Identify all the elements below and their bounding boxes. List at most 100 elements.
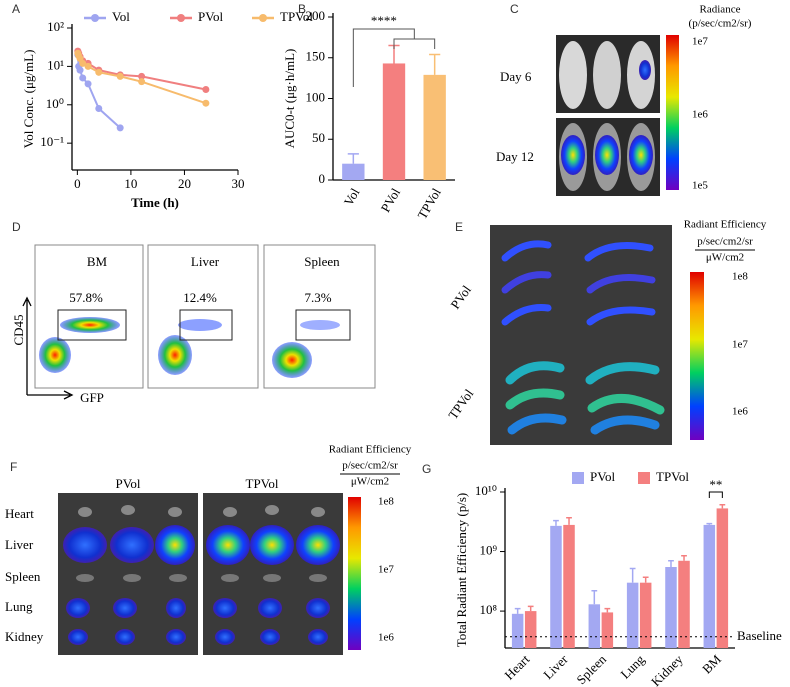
organ-label: Heart (5, 506, 34, 521)
bar (423, 74, 446, 180)
y-tick-label: 10⁹ (479, 543, 497, 558)
organ-image (203, 493, 343, 655)
legend-marker (259, 14, 267, 22)
colorbar-label: 1e8 (378, 496, 394, 508)
error-bar (429, 53, 441, 75)
population (60, 317, 120, 333)
bar (588, 604, 601, 648)
mouse (559, 41, 587, 109)
colorbar-title: Radiance (700, 4, 741, 16)
significance-label: ** (709, 477, 722, 492)
axis-arrows (22, 296, 74, 400)
signal (639, 60, 651, 80)
data-point (79, 74, 87, 82)
bar (639, 582, 652, 648)
legend-swatch (638, 472, 650, 484)
colorbar-label: 1e6 (378, 632, 394, 644)
population (272, 342, 312, 378)
organ-image (58, 493, 198, 655)
y-tick-label: 100 (306, 89, 326, 104)
colorbar (690, 272, 704, 440)
colorbar-label: 1e5 (692, 180, 708, 192)
x-tick-label: Liver (540, 651, 571, 682)
bar (601, 612, 614, 648)
organ-label: Spleen (5, 569, 41, 584)
gate-percent: 57.8% (69, 290, 103, 305)
colorbar-unit: μW/cm2 (351, 476, 389, 488)
group-label: PVol (115, 476, 140, 491)
colorbar-title: Radiant Efficiency (684, 219, 767, 231)
data-point (116, 72, 124, 80)
legend-swatch (572, 472, 584, 484)
bone-image (490, 225, 672, 445)
population (158, 335, 192, 375)
y-tick-label: 200 (306, 8, 326, 23)
colorbar-title: Radiant Efficiency (329, 444, 412, 456)
legend-label: PVol (590, 469, 615, 484)
x-tick-label: Lung (617, 651, 647, 681)
colorbar (348, 497, 361, 650)
gate (179, 309, 233, 341)
signal (595, 135, 619, 175)
panel-letters: A B C D E F G (10, 2, 519, 476)
data-point (138, 78, 146, 86)
significance-label: **** (371, 13, 397, 28)
y-marker: CD45 (11, 314, 26, 345)
signal (629, 135, 653, 175)
mouse (593, 41, 621, 109)
colorbar-unit: (p/sec/cm2/sr) (689, 18, 752, 30)
y-tick-label: 50 (312, 130, 325, 145)
y-axis-label: Vol Conc. (μg/mL) (21, 50, 36, 149)
colorbar-label: 1e7 (732, 339, 748, 351)
colorbar-unit: p/sec/cm2/sr (697, 236, 753, 248)
y-tick-label: 10⁻¹ (40, 134, 64, 149)
bar (382, 63, 406, 180)
colorbar-label: 1e7 (378, 564, 394, 576)
panel-letter: D (12, 220, 21, 234)
bar (716, 508, 729, 648)
x-tick-label: Vol (341, 185, 363, 208)
legend-label: TPVol (656, 469, 689, 484)
organ-label: Lung (5, 599, 33, 614)
bar (678, 560, 690, 648)
y-tick-label: 10² (47, 19, 64, 34)
error-bar (642, 576, 649, 583)
error-bar (347, 153, 359, 164)
colorbar-label: 1e7 (692, 36, 708, 48)
data-point (84, 62, 92, 70)
bar (342, 163, 365, 180)
tissue-label: Spleen (304, 254, 340, 269)
y-tick-label: 10⁸ (479, 602, 497, 617)
panel-letter: B (298, 2, 306, 16)
population (178, 319, 222, 331)
x-marker: GFP (80, 390, 104, 405)
x-axis-label: Time (h) (131, 195, 179, 210)
panel-letter: E (455, 220, 463, 234)
row-label: Day 12 (496, 149, 534, 164)
population (300, 320, 340, 330)
colorbar-label: 1e6 (692, 109, 708, 121)
error-bar (629, 567, 636, 583)
significance-bracket (352, 28, 436, 87)
panel-letter: C (510, 2, 519, 16)
bar (665, 567, 677, 648)
gate-percent: 12.4% (183, 290, 217, 305)
gate-percent: 7.3% (304, 290, 331, 305)
bar (511, 613, 524, 648)
x-tick-label: 30 (232, 176, 245, 191)
organs (63, 505, 340, 645)
panel-d: BM Liver Spleen 57.8% 12.4% 7.3% CD45 GF… (11, 244, 376, 405)
population (39, 337, 71, 373)
error-bar (719, 504, 726, 509)
x-tick-label: 10 (124, 176, 137, 191)
y-tick-label: 10⁰ (46, 96, 64, 111)
bar (626, 582, 639, 648)
error-bar (566, 516, 572, 525)
data-point (202, 86, 210, 94)
data-point (79, 59, 87, 67)
y-tick-label: 150 (306, 49, 326, 64)
error-bar (706, 522, 713, 525)
error-bar (527, 605, 534, 612)
error-bar (604, 607, 611, 613)
